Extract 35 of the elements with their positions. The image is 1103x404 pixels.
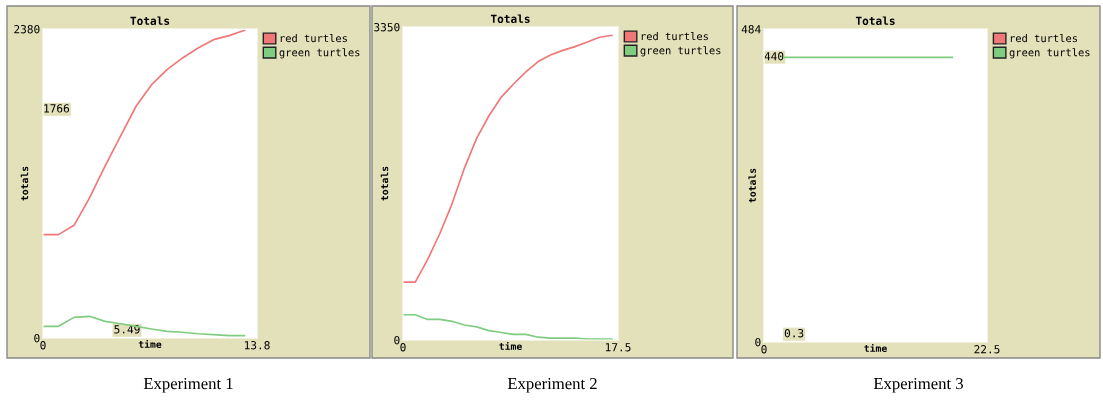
y-tick-label: 2380: [14, 25, 40, 34]
x-tick-label: 17.5: [605, 343, 631, 352]
chart-title: Totals: [130, 16, 170, 25]
line-series: [403, 34, 613, 283]
annotation: 5.49: [114, 325, 140, 334]
legend-label: green turtles: [640, 46, 721, 57]
annotation: 0.3: [784, 329, 804, 338]
x-tick-label: 0: [400, 343, 406, 352]
annotation: 1766: [44, 104, 70, 113]
x-tick-label: 13.8: [244, 341, 270, 350]
line-series: [43, 29, 246, 236]
legend-label: red turtles: [641, 32, 708, 41]
x-axis-title: time: [864, 343, 887, 352]
chart-title: Totals: [490, 14, 530, 23]
y-axis-title: totals: [20, 166, 29, 201]
legend-label: red turtles: [1010, 34, 1077, 43]
x-tick-label: 0: [761, 345, 767, 354]
x-tick-label: 0: [40, 341, 46, 350]
y-axis-title: totals: [748, 168, 756, 203]
text: Experiment 3: [873, 377, 963, 393]
annotation: 440: [764, 52, 784, 61]
x-tick-label: 22.5: [974, 345, 1000, 354]
text: Experiment 2: [507, 377, 597, 393]
text: Experiment 1: [143, 377, 233, 393]
line-series: [43, 315, 246, 337]
y-axis-title: totals: [380, 166, 389, 201]
line-series: [403, 313, 613, 340]
legend-label: green turtles: [279, 48, 360, 59]
chart-title: Totals: [855, 16, 895, 25]
legend-label: red turtles: [280, 34, 347, 43]
x-axis-title: time: [138, 339, 162, 348]
legend-label: green turtles: [1009, 48, 1090, 59]
y-tick-label: 484: [741, 25, 761, 34]
x-axis-title: time: [499, 341, 522, 350]
y-tick-label: 3350: [374, 23, 400, 32]
